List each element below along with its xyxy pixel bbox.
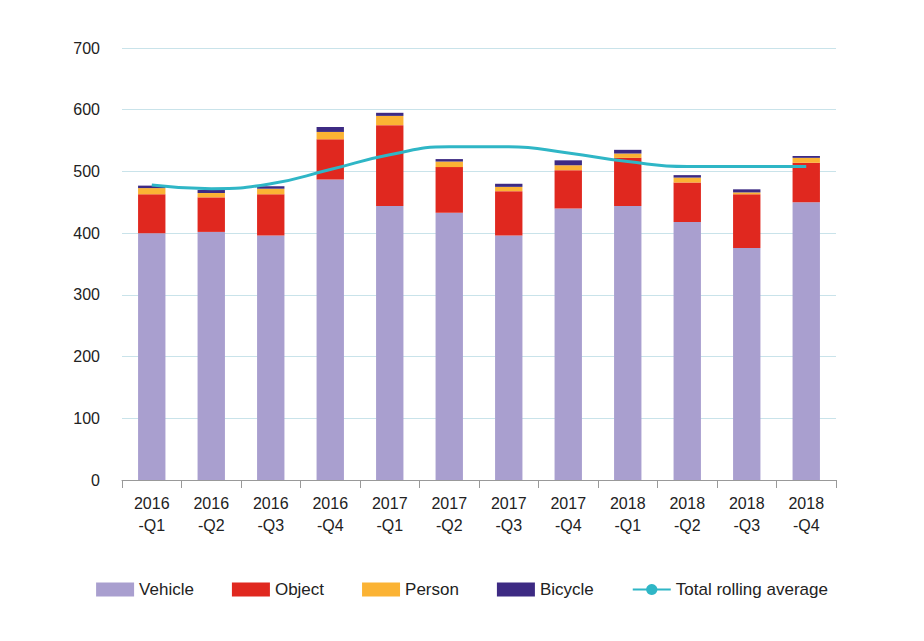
svg-text:-Q3: -Q3: [733, 517, 760, 534]
svg-text:2017: 2017: [431, 495, 467, 512]
svg-text:Total rolling average: Total rolling average: [676, 580, 828, 599]
svg-text:400: 400: [73, 225, 100, 242]
svg-text:2016: 2016: [193, 495, 229, 512]
svg-text:2018: 2018: [788, 495, 824, 512]
svg-text:2018: 2018: [669, 495, 705, 512]
svg-text:Object: Object: [275, 580, 324, 599]
svg-text:-Q1: -Q1: [614, 517, 641, 534]
svg-text:-Q2: -Q2: [436, 517, 463, 534]
svg-text:300: 300: [73, 286, 100, 303]
svg-text:0: 0: [91, 472, 100, 489]
svg-text:2016: 2016: [312, 495, 348, 512]
svg-text:-Q4: -Q4: [793, 517, 820, 534]
svg-text:2018: 2018: [610, 495, 646, 512]
svg-text:-Q3: -Q3: [257, 517, 284, 534]
svg-text:2018: 2018: [729, 495, 765, 512]
svg-text:2016: 2016: [134, 495, 170, 512]
svg-text:600: 600: [73, 101, 100, 118]
svg-text:Person: Person: [405, 580, 459, 599]
svg-text:-Q3: -Q3: [495, 517, 522, 534]
svg-text:Vehicle: Vehicle: [139, 580, 194, 599]
svg-text:-Q1: -Q1: [376, 517, 403, 534]
svg-text:Bicycle: Bicycle: [540, 580, 594, 599]
svg-text:700: 700: [73, 40, 100, 57]
svg-text:500: 500: [73, 163, 100, 180]
svg-text:-Q2: -Q2: [674, 517, 701, 534]
svg-text:-Q4: -Q4: [317, 517, 344, 534]
svg-text:-Q1: -Q1: [138, 517, 165, 534]
svg-text:-Q2: -Q2: [198, 517, 225, 534]
svg-text:2017: 2017: [550, 495, 586, 512]
svg-text:2017: 2017: [491, 495, 527, 512]
svg-text:2016: 2016: [253, 495, 289, 512]
svg-text:100: 100: [73, 410, 100, 427]
svg-text:-Q4: -Q4: [555, 517, 582, 534]
svg-text:200: 200: [73, 348, 100, 365]
svg-text:2017: 2017: [372, 495, 408, 512]
